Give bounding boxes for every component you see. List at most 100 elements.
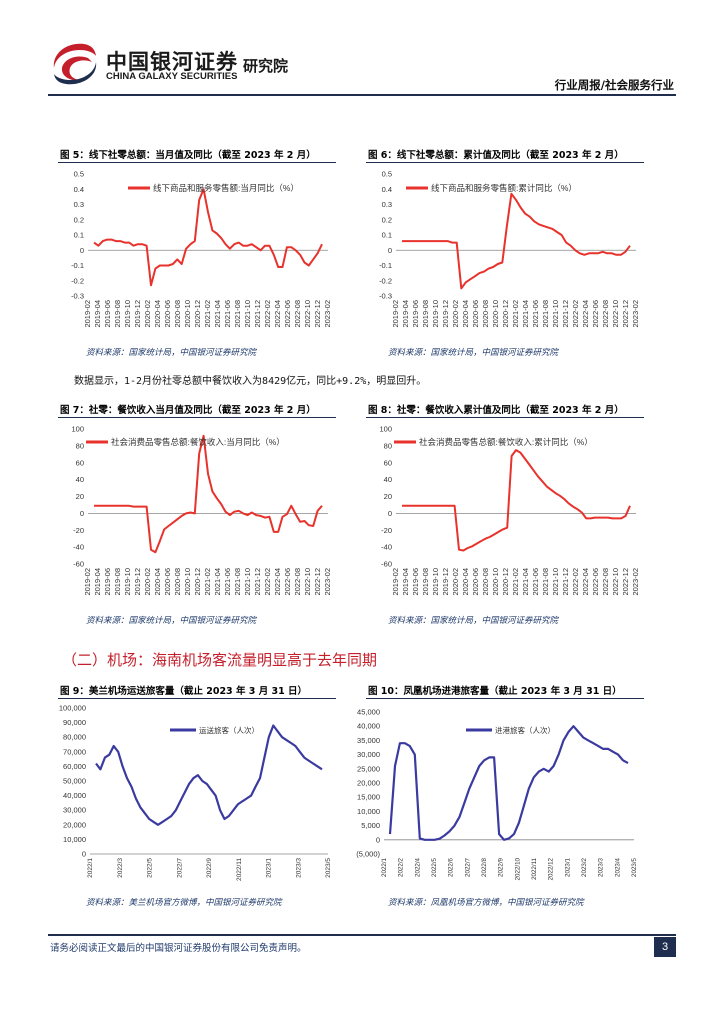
y-tick-label: (5,000) (356, 850, 380, 859)
footer-disclaimer: 请务必阅读正文最后的中国银河证券股份有限公司免责声明。 (50, 943, 307, 954)
x-tick-label: 2022-10 (611, 300, 620, 328)
x-tick-label: 2019-10 (123, 568, 132, 596)
x-tick-label: 2021-08 (541, 300, 550, 328)
y-tick-label: 20 (384, 492, 392, 501)
y-tick-label: -0.2 (71, 276, 84, 285)
x-tick-label: 2022-08 (293, 568, 302, 596)
x-tick-label: 2020-04 (461, 300, 470, 328)
figure-8-title: 图 8：社零：餐饮收入累计值及同比（截至 2023 年 2 月） (368, 405, 624, 416)
y-tick-label: 0 (80, 509, 84, 518)
figure-9-rule (58, 698, 336, 699)
y-tick-label: 80 (76, 441, 84, 450)
y-tick-label: 30,000 (357, 750, 380, 759)
x-tick-label: 2023/1 (564, 857, 571, 876)
x-tick-label: 2021-08 (233, 300, 242, 328)
x-tick-label: 2022/9 (206, 858, 213, 878)
y-tick-label: -40 (73, 543, 84, 552)
x-tick-label: 2022-12 (621, 300, 630, 328)
x-tick-label: 2020-02 (451, 300, 460, 328)
x-tick-label: 2020-06 (163, 568, 172, 596)
x-tick-label: 2021-06 (223, 568, 232, 596)
x-tick-label: 2021-10 (243, 300, 252, 328)
x-tick-label: 2022-04 (581, 568, 590, 596)
x-tick-label: 2019-06 (103, 300, 112, 328)
x-tick-label: 2021-12 (561, 568, 570, 596)
y-tick-label: 0.1 (74, 231, 84, 240)
series-line (402, 449, 631, 552)
x-tick-label: 2019-12 (441, 300, 450, 328)
x-tick-label: 2019-04 (401, 568, 410, 596)
series-line (93, 188, 323, 287)
x-tick-label: 2023-02 (323, 300, 332, 328)
y-tick-label: 0.5 (74, 170, 84, 179)
x-tick-label: 2023/1 (266, 858, 273, 878)
y-tick-label: 20,000 (63, 820, 86, 829)
series-line (94, 434, 323, 554)
x-tick-label: 2022/7 (176, 858, 183, 878)
x-tick-label: 2021-04 (213, 300, 222, 328)
x-tick-label: 2020-08 (173, 300, 182, 328)
y-tick-label: 0.1 (382, 231, 392, 240)
x-tick-label: 2019-02 (391, 568, 400, 596)
figure-5-rule (58, 162, 336, 163)
x-tick-label: 2020-06 (471, 300, 480, 328)
y-tick-label: -60 (381, 560, 392, 569)
x-tick-label: 2022-06 (591, 568, 600, 596)
y-tick-label: 10,000 (63, 835, 86, 844)
y-tick-label: 100 (71, 425, 84, 434)
header-rule (48, 94, 676, 96)
x-tick-label: 2019-04 (93, 568, 102, 596)
x-tick-label: 2020-10 (491, 568, 500, 596)
x-tick-label: 2020-12 (193, 300, 202, 328)
x-tick-label: 2019-12 (441, 568, 450, 596)
figure-10-rule (366, 698, 644, 699)
x-tick-label: 2020-06 (163, 300, 172, 328)
x-tick-label: 2022/2 (398, 857, 405, 876)
x-tick-label: 2020-08 (481, 300, 490, 328)
y-tick-label: 40 (76, 475, 84, 484)
x-tick-label: 2023/4 (614, 857, 621, 876)
x-tick-label: 2020-04 (153, 300, 162, 328)
x-tick-label: 2022/5 (431, 857, 438, 876)
x-tick-label: 2019-10 (431, 300, 440, 328)
x-tick-label: 2019-12 (133, 568, 142, 596)
section-heading: （二）机场：海南机场客流量明显高于去年同期 (62, 651, 378, 669)
legend-label: 社会消费品零售总额:餐饮收入:当月同比（%） (111, 437, 285, 447)
y-tick-label: -40 (381, 543, 392, 552)
x-tick-label: 2019-02 (391, 300, 400, 328)
x-tick-label: 2019-06 (411, 300, 420, 328)
x-tick-label: 2019-04 (93, 300, 102, 328)
x-tick-label: 2022-12 (621, 568, 630, 596)
x-tick-label: 2022/12 (548, 857, 555, 880)
series-line (388, 725, 629, 841)
x-tick-label: 2020-04 (461, 568, 470, 596)
x-tick-label: 2022-02 (571, 300, 580, 328)
x-tick-label: 2019-02 (83, 300, 92, 328)
x-tick-label: 2020-12 (501, 300, 510, 328)
y-tick-label: 0 (376, 835, 380, 844)
footer-rule (48, 934, 676, 936)
y-tick-label: -0.1 (71, 261, 84, 270)
x-tick-label: 2022-06 (283, 568, 292, 596)
y-tick-label: -60 (73, 560, 84, 569)
x-tick-label: 2019-04 (401, 300, 410, 328)
y-tick-label: 0 (82, 850, 86, 859)
x-tick-label: 2023/3 (598, 857, 605, 876)
x-tick-label: 2019-08 (421, 300, 430, 328)
x-tick-label: 2022-10 (303, 300, 312, 328)
x-tick-label: 2022/1 (381, 857, 388, 876)
x-tick-label: 2019-08 (113, 300, 122, 328)
x-tick-label: 2020-04 (153, 568, 162, 596)
y-tick-label: -0.2 (379, 276, 392, 285)
x-tick-label: 2021-04 (213, 568, 222, 596)
y-tick-label: -20 (73, 526, 84, 535)
y-tick-label: -0.1 (379, 261, 392, 270)
legend-label: 线下商品和服务零售额:累计同比（%） (431, 183, 577, 193)
y-tick-label: 40 (384, 475, 392, 484)
y-tick-label: 25,000 (357, 764, 380, 773)
y-tick-label: 35,000 (357, 736, 380, 745)
x-tick-label: 2023-02 (631, 300, 640, 328)
x-tick-label: 2022-10 (611, 568, 620, 596)
